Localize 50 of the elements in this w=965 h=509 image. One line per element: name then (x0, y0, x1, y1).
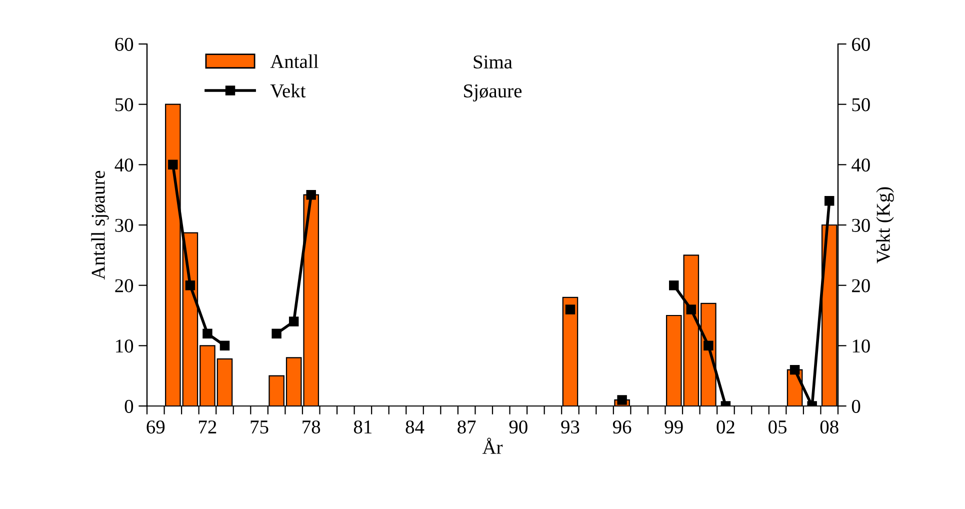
point (220, 340, 230, 351)
x-tick-label: 02 (716, 420, 734, 434)
point (272, 328, 282, 338)
point (669, 280, 679, 290)
x-tick-label: 69 (146, 420, 165, 434)
text: Sjøaure (464, 84, 522, 102)
x-tick-label: 96 (612, 420, 632, 434)
x-tick-label: 78 (302, 420, 320, 434)
y2-tick-label: 40 (852, 158, 870, 172)
point (565, 304, 576, 314)
bar (562, 296, 578, 406)
x-tick-label: 08 (820, 420, 838, 434)
y-tick-label: 10 (116, 339, 134, 353)
x-tick-label: 72 (199, 420, 216, 434)
x-axis-title: År (482, 438, 503, 454)
point (704, 340, 714, 351)
point (288, 316, 299, 326)
y-tick-label: 40 (114, 158, 134, 172)
y-tick-label: 50 (115, 98, 134, 112)
y2-tick-label: 60 (852, 38, 870, 51)
y-axis-title: Antall sjøaure (91, 170, 109, 280)
x-tick-label: 87 (458, 420, 476, 434)
y-tick-label: 30 (115, 218, 134, 232)
point (202, 328, 212, 338)
legend-label: Vekt (270, 84, 306, 98)
point (306, 190, 316, 200)
point (824, 196, 834, 206)
y2-tick-label: 0 (852, 400, 860, 413)
point (790, 364, 800, 375)
y2-tick-label: 10 (852, 339, 870, 353)
x-tick-label: 75 (250, 420, 268, 434)
y2-tick-label: 30 (852, 218, 870, 232)
y2-tick-label: 50 (852, 98, 870, 112)
y-tick-label: 0 (124, 400, 134, 413)
point (686, 304, 696, 314)
y2-tick-label: 20 (852, 279, 870, 292)
x-tick-label: 84 (406, 420, 424, 434)
x-tick-label: 90 (509, 420, 528, 434)
x-tick-label: 93 (561, 420, 580, 434)
point (617, 395, 627, 405)
legend-label: Antall (270, 54, 318, 68)
chart-title: Sima (474, 55, 512, 69)
x-tick-label: 99 (664, 420, 683, 434)
x-tick-label: 05 (768, 420, 786, 434)
y-tick-label: 20 (115, 279, 134, 292)
y2-axis-title: Vekt (Kg) (876, 187, 894, 264)
point (185, 280, 196, 290)
x-tick-label: 81 (354, 420, 372, 434)
point (168, 160, 178, 170)
y-tick-label: 60 (115, 38, 134, 51)
